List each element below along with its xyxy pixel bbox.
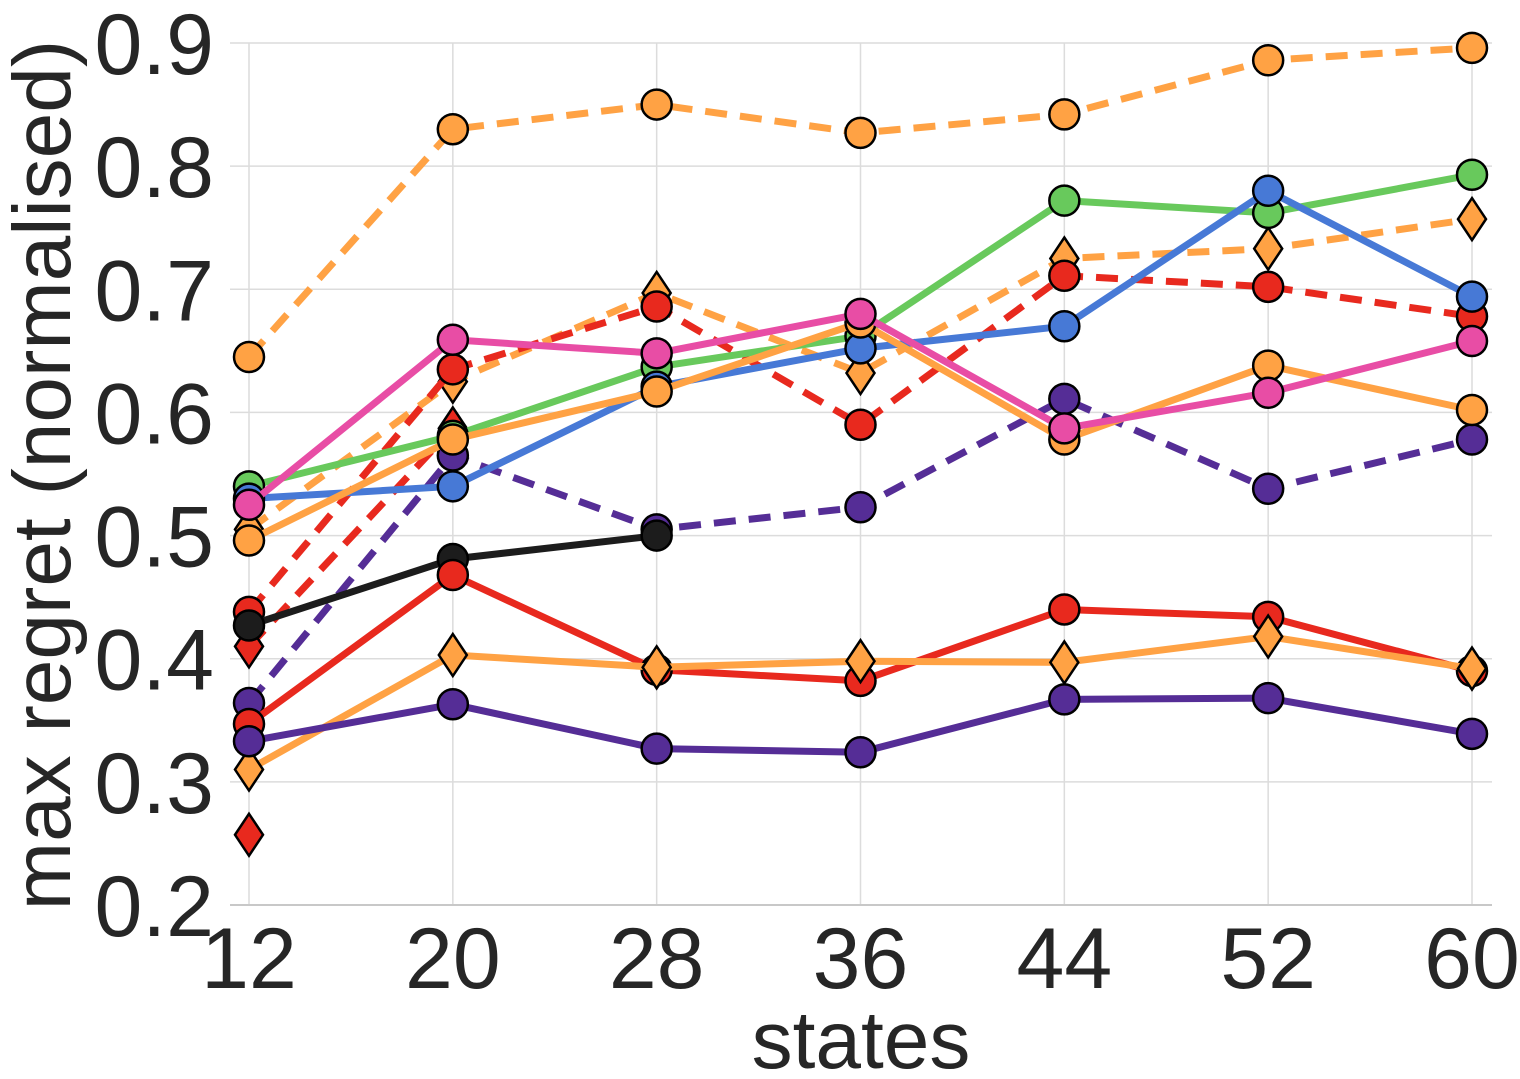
tick-labels: 0.2 0.3 0.4 0.5 0.6 0.7 0.8 0.9 12 20 28 36 44 52 60 xyxy=(94,0,1519,1007)
data-point xyxy=(1455,280,1489,313)
data-point-diamond xyxy=(641,644,673,691)
y-tick-label: 0.4 xyxy=(94,613,214,709)
data-point xyxy=(640,732,673,765)
data-point xyxy=(1048,382,1081,416)
x-tick-label: 60 xyxy=(1424,911,1520,1007)
data-point-diamond xyxy=(1456,645,1488,692)
data-point xyxy=(1048,412,1081,445)
data-point xyxy=(1251,43,1285,77)
x-tick-label: 52 xyxy=(1220,911,1316,1007)
data-point xyxy=(436,688,470,721)
data-point-diamond xyxy=(437,631,469,679)
data-point xyxy=(1251,376,1285,409)
y-tick-label: 0.7 xyxy=(94,243,214,339)
data-point xyxy=(640,290,673,323)
data-point xyxy=(640,519,673,552)
data-point xyxy=(1455,31,1489,65)
x-tick-label: 20 xyxy=(405,911,501,1007)
data-point xyxy=(1048,184,1081,217)
data-point xyxy=(436,423,470,456)
data-point xyxy=(844,116,877,150)
data-point xyxy=(640,88,673,121)
y-tick-label: 0.8 xyxy=(94,120,214,216)
y-tick-label: 0.2 xyxy=(94,859,214,955)
series-12 xyxy=(232,681,1489,769)
y-tick-label: 0.5 xyxy=(94,490,214,586)
data-point xyxy=(1048,309,1081,343)
data-point xyxy=(232,724,266,758)
data-point xyxy=(436,558,470,592)
x-tick-label: 28 xyxy=(609,911,705,1007)
data-point-diamond xyxy=(1252,225,1284,272)
data-point xyxy=(1048,259,1081,292)
series-0 xyxy=(232,31,1489,374)
data-point xyxy=(1048,98,1081,131)
data-point xyxy=(1251,174,1285,208)
data-point xyxy=(232,524,266,557)
data-point-diamond xyxy=(1456,195,1488,243)
data-point-diamond xyxy=(1252,613,1284,660)
series-group xyxy=(232,31,1489,859)
series-8 xyxy=(232,297,1489,522)
data-point xyxy=(1455,423,1489,456)
data-point xyxy=(436,112,470,146)
series-line xyxy=(246,426,456,649)
data-point xyxy=(844,490,877,524)
data-point xyxy=(844,736,877,769)
data-point xyxy=(436,323,470,357)
data-point xyxy=(1251,270,1285,304)
y-tick-label: 0.9 xyxy=(94,0,214,93)
data-point xyxy=(1251,472,1285,506)
x-axis-label: states xyxy=(752,995,971,1079)
data-point-diamond xyxy=(233,746,265,793)
data-point xyxy=(1251,681,1285,715)
data-point xyxy=(436,353,470,386)
data-point xyxy=(232,609,266,642)
data-point xyxy=(844,297,877,331)
data-point xyxy=(232,340,266,374)
data-point xyxy=(640,337,673,370)
y-axis-label: max regret (normalised) xyxy=(0,40,88,910)
data-point xyxy=(1455,717,1489,751)
y-tick-label: 0.3 xyxy=(94,736,214,832)
y-tick-label: 0.6 xyxy=(94,366,214,462)
data-point xyxy=(232,488,266,522)
data-point xyxy=(1455,324,1489,358)
x-tick-label: 12 xyxy=(201,911,297,1007)
data-point xyxy=(1455,393,1489,427)
data-point xyxy=(1251,349,1285,382)
x-tick-label: 44 xyxy=(1016,911,1112,1007)
data-point xyxy=(1048,593,1081,626)
series-11 xyxy=(233,613,1488,793)
data-point xyxy=(436,470,470,503)
data-point-diamond xyxy=(233,811,265,859)
series-13 xyxy=(233,811,265,859)
data-point xyxy=(844,408,877,441)
grid xyxy=(230,42,1492,905)
data-point xyxy=(1048,683,1081,716)
data-point-diamond xyxy=(1048,639,1080,686)
data-point xyxy=(1455,158,1489,192)
series-9 xyxy=(232,519,673,642)
x-tick-label: 36 xyxy=(813,911,909,1007)
data-point xyxy=(640,375,673,408)
data-point-diamond xyxy=(844,637,877,685)
